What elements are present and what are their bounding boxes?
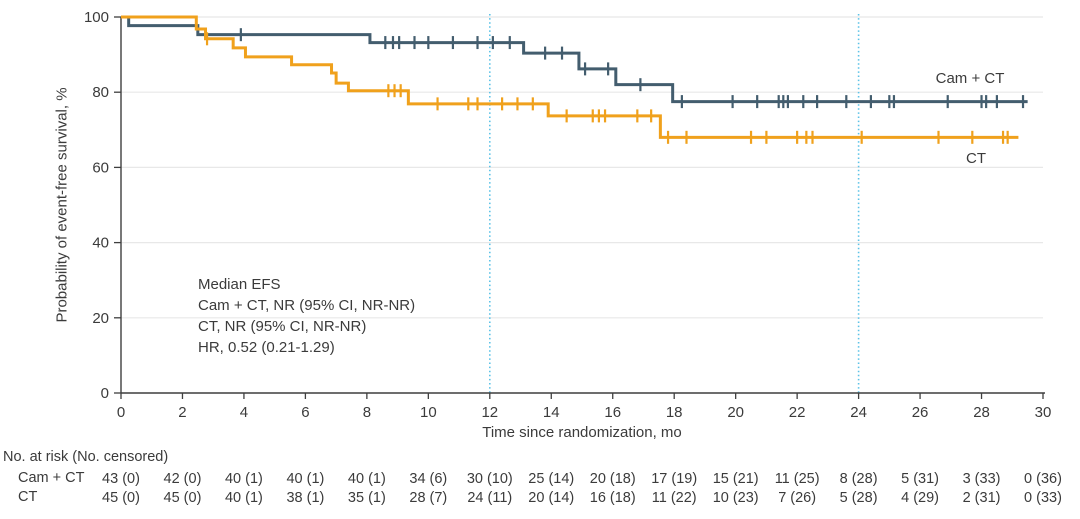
risk-value-CamCT-m8: 40 (1) [348, 471, 386, 487]
y-axis-title: Probability of event-free survival, % [53, 87, 71, 323]
risk-value-CamCT-m4: 40 (1) [225, 471, 263, 487]
x-tick-label-30: 30 [1035, 404, 1052, 421]
risk-value-CT-m20: 10 (23) [713, 490, 759, 506]
y-tick-label-60: 60 [92, 159, 109, 176]
risk-value-CT-m14: 20 (14) [528, 490, 574, 506]
y-tick-label-0: 0 [101, 385, 109, 402]
km-curve-ct [121, 15, 1019, 139]
risk-value-CamCT-m28: 3 (33) [963, 471, 1001, 487]
risk-value-CamCT-m20: 15 (21) [713, 471, 759, 487]
x-tick-label-0: 0 [117, 404, 125, 421]
risk-value-CamCT-m16: 20 (18) [590, 471, 636, 487]
x-tick-label-28: 28 [973, 404, 990, 421]
x-tick-label-12: 12 [481, 404, 498, 421]
risk-value-CT-m10: 28 (7) [409, 490, 447, 506]
risk-table-header: No. at risk (No. censored) [3, 449, 169, 465]
risk-value-CT-m26: 4 (29) [901, 490, 939, 506]
risk-value-CamCT-m14: 25 (14) [528, 471, 574, 487]
curve-label-ct: CT [966, 150, 986, 167]
x-tick-label-2: 2 [178, 404, 186, 421]
risk-value-CT-m2: 45 (0) [164, 490, 202, 506]
risk-value-CamCT-m6: 40 (1) [286, 471, 324, 487]
x-tick-label-16: 16 [604, 404, 621, 421]
risk-value-CT-m16: 16 (18) [590, 490, 636, 506]
x-tick-label-20: 20 [727, 404, 744, 421]
x-tick-label-10: 10 [420, 404, 437, 421]
risk-value-CamCT-m12: 30 (10) [467, 471, 513, 487]
annotation-line-hr: HR, 0.52 (0.21-1.29) [198, 339, 335, 356]
risk-value-CT-m0: 45 (0) [102, 490, 140, 506]
x-tick-label-26: 26 [912, 404, 929, 421]
y-tick-label-80: 80 [92, 84, 109, 101]
y-tick-label-20: 20 [92, 310, 109, 327]
risk-value-CT-m28: 2 (31) [963, 490, 1001, 506]
risk-row-label-camct: Cam + CT [18, 470, 85, 486]
x-tick-label-8: 8 [363, 404, 371, 421]
x-tick-label-6: 6 [301, 404, 309, 421]
annotation-line-camct: Cam + CT, NR (95% CI, NR-NR) [198, 297, 416, 314]
x-tick-label-24: 24 [850, 404, 867, 421]
risk-value-CamCT-m18: 17 (19) [651, 471, 697, 487]
median-efs-annotation: Median EFS Cam + CT, NR (95% CI, NR-NR) … [198, 274, 415, 358]
x-tick-label-4: 4 [240, 404, 248, 421]
km-curve-camct [121, 15, 1028, 104]
risk-value-CT-m30: 0 (33) [1024, 490, 1062, 506]
risk-value-CT-m18: 11 (22) [652, 490, 697, 506]
x-axis-title: Time since randomization, mo [482, 424, 682, 441]
risk-value-CamCT-m10: 34 (6) [409, 471, 447, 487]
risk-value-CT-m22: 7 (26) [778, 490, 816, 506]
risk-value-CT-m8: 35 (1) [348, 490, 386, 506]
risk-value-CamCT-m0: 43 (0) [102, 471, 140, 487]
x-tick-label-18: 18 [666, 404, 683, 421]
risk-row-label-ct: CT [18, 489, 38, 505]
x-tick-label-22: 22 [789, 404, 806, 421]
y-tick-label-100: 100 [84, 9, 109, 26]
risk-value-CamCT-m26: 5 (31) [901, 471, 939, 487]
risk-value-CT-m24: 5 (28) [840, 490, 878, 506]
y-tick-label-40: 40 [92, 235, 109, 252]
curve-label-camct: Cam + CT [935, 70, 1005, 87]
annotation-line-median: Median EFS [198, 276, 281, 293]
risk-value-CamCT-m30: 0 (36) [1024, 471, 1062, 487]
risk-value-CT-m12: 24 (11) [467, 490, 512, 506]
annotation-line-ct: CT, NR (95% CI, NR-NR) [198, 318, 367, 335]
risk-value-CamCT-m22: 11 (25) [775, 471, 820, 487]
risk-value-CamCT-m2: 42 (0) [164, 471, 202, 487]
risk-value-CamCT-m24: 8 (28) [840, 471, 878, 487]
risk-value-CT-m4: 40 (1) [225, 490, 263, 506]
risk-value-CT-m6: 38 (1) [286, 490, 324, 506]
x-tick-label-14: 14 [543, 404, 560, 421]
